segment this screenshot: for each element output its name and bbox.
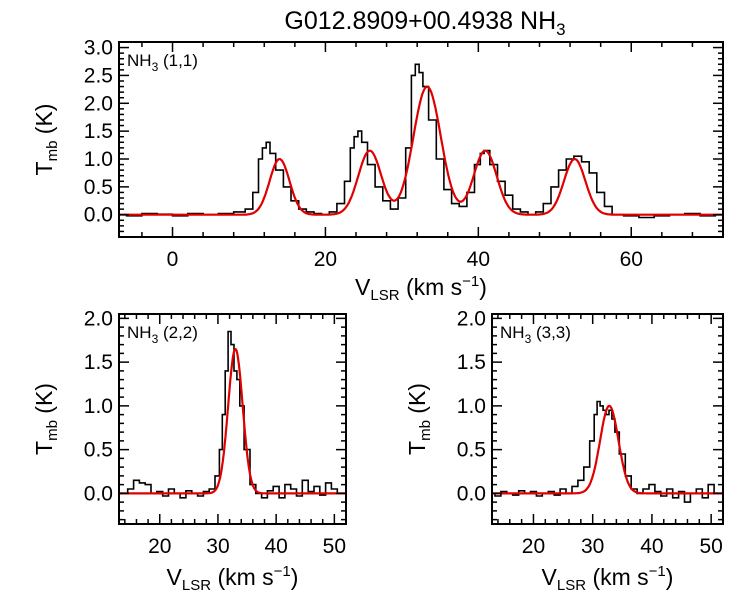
y-tick-label: 3.0 — [84, 37, 113, 60]
y-tick-label: 2.0 — [84, 307, 113, 330]
y-tick-label: 2.0 — [457, 307, 486, 330]
spectrum-line-nh3_33 — [492, 402, 723, 503]
y-axis-label-nh3_33: Tmb (K) — [404, 383, 434, 455]
y-tick-label: 0.0 — [457, 482, 486, 505]
x-tick-label: 40 — [467, 248, 490, 271]
x-tick-label: 50 — [699, 535, 722, 558]
y-tick-label: 1.0 — [457, 395, 486, 418]
x-tick-label: 20 — [522, 535, 545, 558]
y-tick-label: 1.5 — [84, 351, 113, 374]
x-axis-label-nh3_11: VLSR (km s−1) — [355, 273, 487, 304]
x-tick-label: 30 — [581, 535, 604, 558]
transition-label-nh3_33: NH3 (3,3) — [500, 323, 571, 346]
figure-title: G012.8909+00.4938 NH3 — [284, 7, 565, 39]
panel-nh3_22: 20 30 40 50 0.0 0.5 1.0 1.5 2.0 NH3 (2,2) VLSR (km… — [31, 307, 346, 594]
x-tick-label: 0 — [167, 248, 179, 271]
y-tick-label: 2.5 — [84, 64, 113, 87]
y-tick-label: 1.0 — [84, 395, 113, 418]
panel-nh3_33: 20 30 40 50 0.0 0.5 1.0 1.5 2.0 NH3 (3,3) VLSR (km… — [404, 307, 723, 594]
x-tick-label: 50 — [323, 535, 346, 558]
y-tick-label: 0.5 — [84, 176, 113, 199]
y-tick-label: 1.5 — [457, 351, 486, 374]
y-axis-label-nh3_11: Tmb (K) — [31, 104, 61, 176]
model-fit-line-nh3_33 — [492, 406, 723, 494]
x-axis-label-nh3_22: VLSR (km s−1) — [167, 563, 299, 594]
y-tick-label: 0.5 — [457, 439, 486, 462]
x-tick-label: 20 — [148, 535, 171, 558]
y-tick-label: 0.5 — [84, 439, 113, 462]
x-tick-label: 30 — [206, 535, 229, 558]
y-tick-label: 1.0 — [84, 148, 113, 171]
y-tick-label: 0.0 — [84, 482, 113, 505]
y-axis-label-nh3_22: Tmb (K) — [31, 383, 61, 455]
y-tick-label: 2.0 — [84, 92, 113, 115]
y-tick-label: 1.5 — [84, 120, 113, 143]
y-tick-label: 0.0 — [84, 204, 113, 227]
figure: G012.8909+00.4938 NH3 0 20 40 60 0.0 0.5 1.0 1.… — [0, 0, 750, 600]
transition-label-nh3_22: NH3 (2,2) — [127, 323, 198, 346]
model-fit-line-nh3_22 — [119, 349, 346, 493]
x-axis-label-nh3_33: VLSR (km s−1) — [542, 563, 674, 594]
x-tick-label: 40 — [264, 535, 287, 558]
spectrum-line-nh3_11 — [119, 64, 723, 217]
transition-label-nh3_11: NH3 (1,1) — [127, 51, 198, 74]
plot-frame-nh3_11 — [119, 42, 723, 237]
x-tick-label: 20 — [314, 248, 337, 271]
x-tick-label: 60 — [620, 248, 643, 271]
x-tick-label: 40 — [640, 535, 663, 558]
panel-nh3_11: 0 20 40 60 0.0 0.5 1.0 1.5 2.0 2.5 3.0 NH3 (1,1) VLS… — [31, 37, 723, 304]
model-fit-line-nh3_11 — [119, 87, 723, 215]
